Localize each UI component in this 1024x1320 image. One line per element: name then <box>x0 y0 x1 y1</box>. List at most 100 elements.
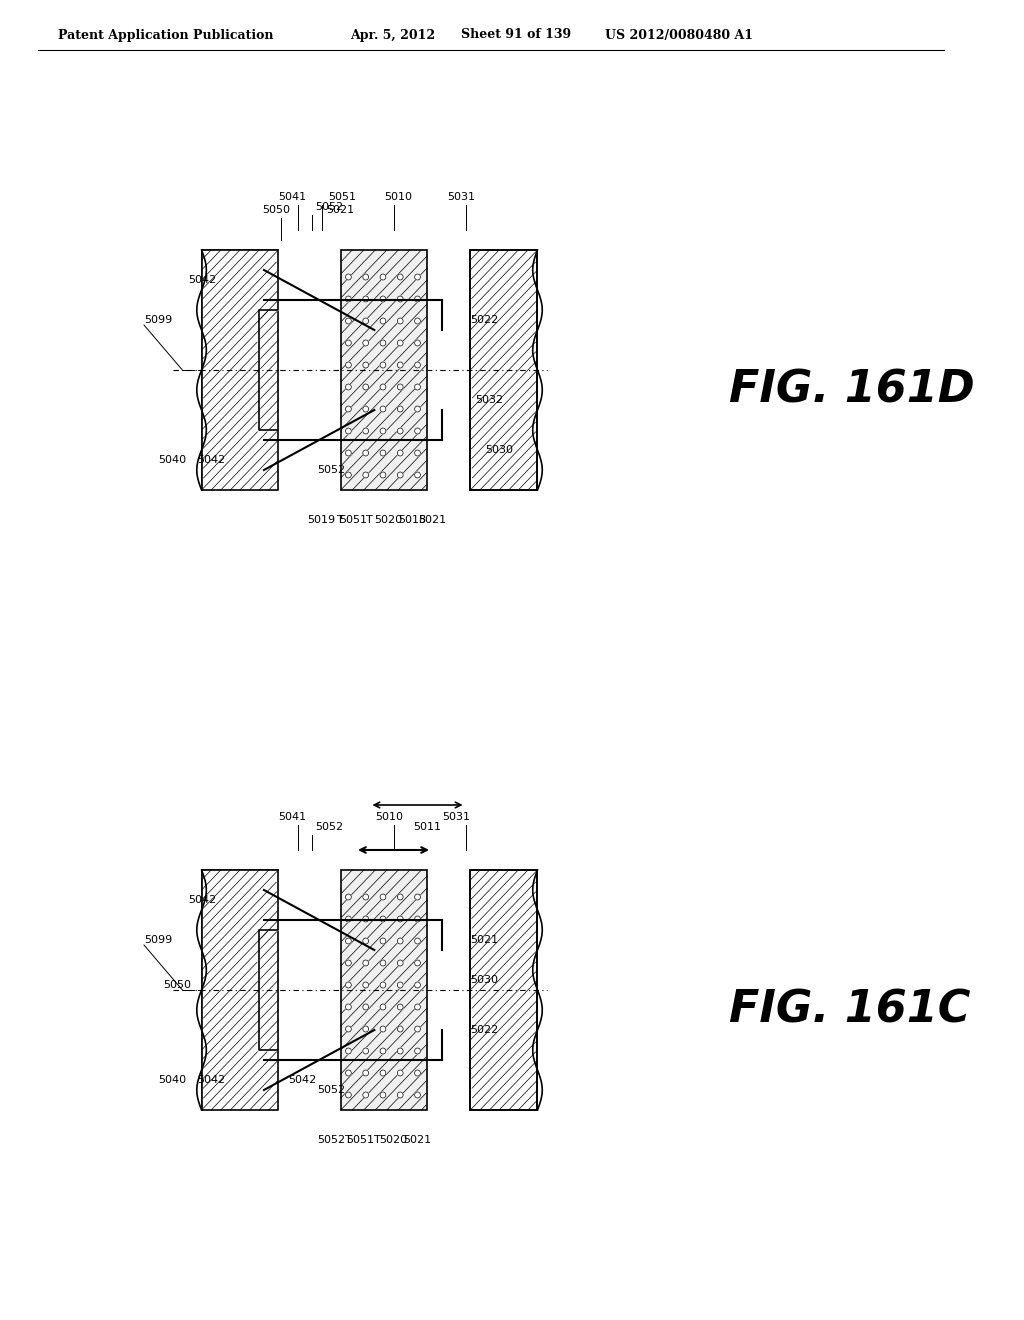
Circle shape <box>397 428 403 434</box>
Text: 5040: 5040 <box>159 455 186 465</box>
Circle shape <box>397 982 403 987</box>
Polygon shape <box>202 870 279 1110</box>
Circle shape <box>380 407 386 412</box>
Circle shape <box>362 916 369 921</box>
Text: 5042: 5042 <box>187 895 216 906</box>
Text: 5022: 5022 <box>470 315 499 325</box>
Text: 5031: 5031 <box>442 812 470 822</box>
Text: 5030: 5030 <box>470 975 499 985</box>
Circle shape <box>380 473 386 478</box>
Text: 5022: 5022 <box>470 1026 499 1035</box>
Circle shape <box>415 939 421 944</box>
Text: 5041: 5041 <box>279 812 307 822</box>
Circle shape <box>397 473 403 478</box>
Circle shape <box>415 1005 421 1010</box>
Text: 5099: 5099 <box>144 315 172 325</box>
Circle shape <box>362 982 369 987</box>
Circle shape <box>380 1048 386 1053</box>
Circle shape <box>362 894 369 900</box>
Circle shape <box>415 473 421 478</box>
Circle shape <box>415 894 421 900</box>
Circle shape <box>380 341 386 346</box>
Circle shape <box>415 1048 421 1053</box>
Bar <box>341 249 427 490</box>
Circle shape <box>380 894 386 900</box>
Text: 5021: 5021 <box>327 205 354 215</box>
Text: Sheet 91 of 139: Sheet 91 of 139 <box>461 29 570 41</box>
Text: 5030: 5030 <box>484 445 513 455</box>
Text: 5040: 5040 <box>159 1074 186 1085</box>
Circle shape <box>345 384 351 389</box>
Text: 5042: 5042 <box>187 275 216 285</box>
Circle shape <box>345 428 351 434</box>
Circle shape <box>380 1092 386 1098</box>
Circle shape <box>380 296 386 302</box>
Text: 5020: 5020 <box>375 515 402 525</box>
Text: 5052: 5052 <box>314 822 343 832</box>
Circle shape <box>397 362 403 368</box>
Circle shape <box>380 916 386 921</box>
Text: 5052: 5052 <box>317 1085 345 1096</box>
Bar <box>202 870 279 1110</box>
Circle shape <box>397 318 403 323</box>
Text: 5042: 5042 <box>197 1074 225 1085</box>
Circle shape <box>345 450 351 455</box>
Text: T: T <box>367 515 373 525</box>
Circle shape <box>362 1092 369 1098</box>
Circle shape <box>380 362 386 368</box>
Circle shape <box>345 916 351 921</box>
Circle shape <box>415 1071 421 1076</box>
Circle shape <box>415 407 421 412</box>
Circle shape <box>397 341 403 346</box>
Circle shape <box>397 1071 403 1076</box>
Circle shape <box>397 960 403 966</box>
Circle shape <box>415 1092 421 1098</box>
Text: 5042: 5042 <box>289 1074 316 1085</box>
Circle shape <box>345 473 351 478</box>
Circle shape <box>415 341 421 346</box>
Circle shape <box>362 296 369 302</box>
Text: 5052: 5052 <box>317 465 345 475</box>
Circle shape <box>415 428 421 434</box>
Text: 5051: 5051 <box>329 191 356 202</box>
Circle shape <box>362 318 369 323</box>
Circle shape <box>362 1005 369 1010</box>
Circle shape <box>380 275 386 280</box>
Circle shape <box>397 296 403 302</box>
Circle shape <box>345 362 351 368</box>
Bar <box>470 870 538 1110</box>
Circle shape <box>345 982 351 987</box>
Circle shape <box>415 450 421 455</box>
Bar <box>341 870 427 1110</box>
Text: T: T <box>374 1135 381 1144</box>
Circle shape <box>380 960 386 966</box>
Circle shape <box>415 384 421 389</box>
Circle shape <box>345 894 351 900</box>
Circle shape <box>415 275 421 280</box>
Circle shape <box>345 1092 351 1098</box>
Text: 5019: 5019 <box>307 515 336 525</box>
Circle shape <box>380 982 386 987</box>
Circle shape <box>345 407 351 412</box>
Circle shape <box>415 960 421 966</box>
Circle shape <box>345 318 351 323</box>
Circle shape <box>380 939 386 944</box>
Text: 5041: 5041 <box>279 191 307 202</box>
Circle shape <box>397 939 403 944</box>
Text: 5010: 5010 <box>375 812 402 822</box>
Circle shape <box>345 296 351 302</box>
Circle shape <box>362 362 369 368</box>
Circle shape <box>345 960 351 966</box>
Text: US 2012/0080480 A1: US 2012/0080480 A1 <box>605 29 753 41</box>
Text: 5018: 5018 <box>398 515 427 525</box>
Circle shape <box>345 1071 351 1076</box>
Circle shape <box>362 341 369 346</box>
Text: Patent Application Publication: Patent Application Publication <box>57 29 273 41</box>
Circle shape <box>345 275 351 280</box>
Circle shape <box>415 318 421 323</box>
Circle shape <box>397 450 403 455</box>
Text: FIG. 161C: FIG. 161C <box>729 989 971 1031</box>
Circle shape <box>415 296 421 302</box>
Text: Apr. 5, 2012: Apr. 5, 2012 <box>350 29 435 41</box>
Circle shape <box>362 450 369 455</box>
